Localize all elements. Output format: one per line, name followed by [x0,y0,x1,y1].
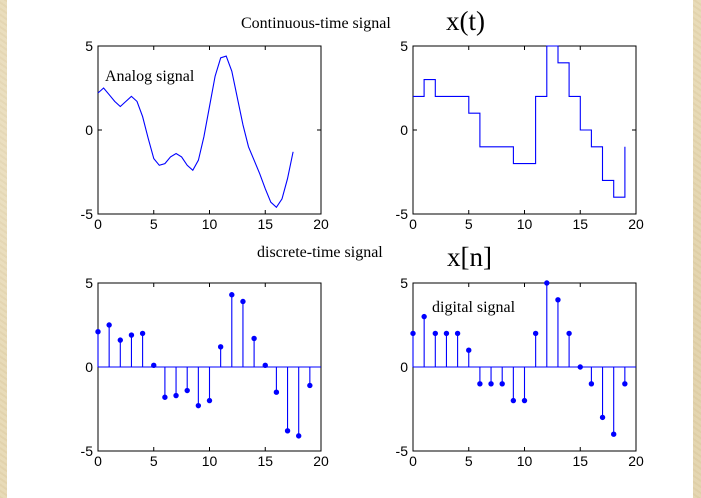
stem-marker [95,329,101,335]
x-tick-label: 5 [150,216,158,232]
x-tick-label: 20 [628,453,644,469]
stem-marker [611,431,617,437]
stem-marker [162,394,168,400]
stem-marker [195,402,202,409]
plot-sampled: 0 5 10 15 20-505 [81,275,329,469]
discrete-time-label: discrete-time signal [257,244,383,261]
axes-box [412,45,637,215]
stem-marker [229,292,235,298]
x-tick-label: 5 [465,216,473,232]
x-tick-label: 0 [94,216,102,232]
x-tick-label: 20 [628,216,644,232]
stem-marker [284,428,291,434]
stem-marker [251,335,257,342]
stem-marker [532,330,539,337]
y-tick-label: 0 [85,359,93,375]
y-tick-label: -5 [396,206,409,222]
stem-marker [173,392,179,399]
x-t-label: x(t) [446,6,485,36]
analog-signal-line [97,55,294,209]
digital-signal-label: digital signal [432,299,516,316]
stem-marker [555,297,561,303]
stem-marker [443,330,450,337]
plot-analog: 0 5 10 15 20-505 [81,38,329,232]
stem-marker [588,381,595,387]
y-tick-label: 5 [85,38,93,54]
stem-marker [262,362,268,369]
x-tick-label: 0 [409,216,417,232]
x-tick-label: 5 [150,453,158,469]
y-tick-label: 0 [85,122,93,138]
x-tick-label: 10 [517,453,533,469]
x-tick-label: 10 [202,453,218,469]
continuous-time-label: Continuous-time signal [241,15,391,32]
stem-marker [510,397,517,404]
x-tick-label: 0 [409,453,417,469]
stem-marker [106,322,112,328]
analog-signal-label: Analog signal [105,68,195,85]
stem-marker [566,330,572,337]
stem-marker [139,330,146,337]
stem-marker [454,330,461,337]
y-tick-label: 5 [85,275,93,291]
stem-marker [577,364,583,370]
x-tick-label: 15 [257,216,273,232]
y-tick-label: 0 [400,122,408,138]
x-tick-label: 20 [313,216,329,232]
stem-marker [410,330,416,337]
plot-quantized: 0 5 10 15 20-505 [396,38,644,232]
stem-marker [466,347,472,353]
y-tick-label: 5 [400,38,408,54]
x-tick-label: 15 [257,453,273,469]
y-tick-label: -5 [81,443,94,459]
stem-marker [184,387,190,394]
stem-marker [622,381,628,387]
y-tick-label: -5 [396,443,409,459]
stem-marker [499,381,505,387]
stem-marker [151,362,157,369]
x-tick-label: 5 [465,453,473,469]
stem-marker [273,389,280,395]
stem-marker [307,382,313,389]
x-tick-label: 10 [517,216,533,232]
x-tick-label: 15 [572,453,588,469]
stem-marker [432,330,438,337]
stem-marker [599,414,606,421]
stem-marker [521,397,528,404]
stem-marker [128,332,135,338]
y-tick-label: 0 [400,359,408,375]
stem-marker [296,433,302,439]
plot-digital: 0 5 10 15 20-505 [396,275,644,469]
y-tick-label: -5 [81,206,94,222]
x-tick-label: 20 [313,453,329,469]
stem-marker [117,337,124,343]
stem-marker [477,381,483,387]
stem-marker [544,280,550,286]
stem-marker [206,397,213,404]
x-tick-label: 10 [202,216,218,232]
stem-marker [421,313,427,320]
quantized-signal-line [413,45,626,198]
x-tick-label: 15 [572,216,588,232]
y-tick-label: 5 [400,275,408,291]
stem-marker [217,344,224,350]
axes-box [97,45,322,215]
x-tick-label: 0 [94,453,102,469]
stem-marker [488,381,494,387]
x-n-label: x[n] [447,242,492,272]
stem-marker [240,298,246,305]
